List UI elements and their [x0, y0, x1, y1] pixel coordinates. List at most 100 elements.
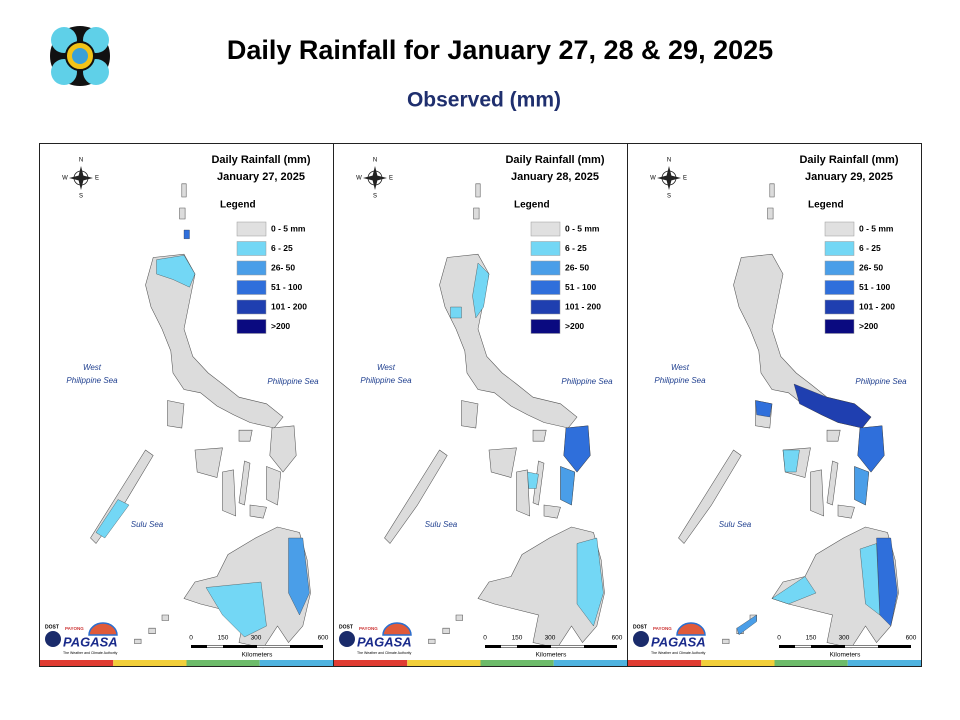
land-area — [488, 447, 517, 478]
rainfall-area — [450, 306, 462, 319]
scale-unit: Kilometers — [830, 652, 861, 659]
land-area — [428, 638, 436, 644]
footer-stripe — [407, 660, 481, 666]
logo-tagline: The Weather and Climate Authority — [63, 651, 118, 655]
legend-label: 0 - 5 mm — [859, 223, 894, 233]
land-area — [532, 460, 545, 506]
land-area — [161, 614, 169, 621]
map — [678, 183, 899, 649]
rainfall-area — [576, 537, 604, 627]
map-panel: N W E S Daily Rainfall (mm) January 29, 2025 L… — [627, 143, 922, 667]
land-area — [238, 460, 251, 506]
land-area — [455, 614, 463, 621]
sea-label: Sulu Sea — [425, 520, 458, 529]
footer-stripe — [186, 660, 260, 666]
footer-stripe — [701, 660, 775, 666]
scale-bar-segment — [845, 645, 878, 648]
land-area — [678, 449, 742, 544]
sea-label: Philippine Sea — [561, 377, 613, 386]
logo-payong: PAYONG — [653, 626, 672, 631]
legend-swatch — [236, 221, 267, 237]
compass-rose — [657, 166, 681, 190]
legend-swatch — [530, 319, 561, 334]
map — [90, 183, 311, 649]
rainfall-area — [288, 537, 310, 616]
logo-umbrella — [88, 622, 118, 636]
logo-umbrella — [382, 622, 412, 636]
scale-label: 600 — [612, 635, 623, 642]
rainfall-area — [560, 466, 575, 506]
legend-label: 6 - 25 — [271, 243, 293, 253]
logo-mark — [45, 631, 61, 647]
compass-rose — [363, 166, 387, 190]
land-area — [249, 504, 267, 519]
logo-payong: PAYONG — [65, 626, 84, 631]
legend-swatch — [236, 280, 267, 295]
map-heading: Daily Rainfall (mm) — [211, 154, 310, 166]
rainfall-area — [771, 576, 817, 605]
scale-label: 150 — [218, 635, 229, 642]
rainfall-area — [782, 449, 800, 473]
rainfall-area — [472, 262, 490, 319]
legend-swatch — [530, 221, 561, 237]
compass-label: N — [667, 158, 671, 164]
sea-label: West — [83, 363, 102, 372]
legend-swatch — [824, 241, 855, 256]
slide-subtitle: Observed (mm) — [407, 89, 561, 112]
scale-bar-segment — [795, 645, 811, 648]
land-area — [532, 429, 547, 442]
legend-swatch — [530, 260, 561, 276]
legend-label: 101 - 200 — [565, 301, 601, 311]
land-area — [477, 526, 605, 649]
legend-swatch — [824, 221, 855, 237]
compass: N W E S — [356, 158, 393, 200]
legend-label: 51 - 100 — [565, 282, 596, 292]
compass-label: S — [373, 194, 377, 200]
scale-label: 300 — [839, 635, 850, 642]
sea-label: Philippine Sea — [267, 377, 319, 386]
legend-label: 26- 50 — [565, 262, 589, 272]
logo-tagline: The Weather and Climate Authority — [357, 651, 412, 655]
footer-stripe — [40, 660, 114, 666]
footer-stripe — [259, 660, 333, 666]
scale-label: 600 — [318, 635, 329, 642]
rainfall-area — [854, 466, 869, 506]
legend-swatch — [236, 241, 267, 256]
logo-dost: DOST — [339, 624, 353, 630]
land-area — [767, 207, 774, 220]
map-panel: N W E S Daily Rainfall (mm) January 27, 2025 L… — [39, 143, 334, 667]
sea-label: West — [377, 363, 396, 372]
rainfall-area — [857, 425, 885, 473]
compass-label: W — [356, 176, 362, 182]
legend-label: 26- 50 — [859, 262, 883, 272]
rainfall-area — [156, 255, 196, 288]
slide-title: Daily Rainfall for January 27, 28 & 29, … — [227, 35, 773, 65]
rainfall-area — [563, 425, 591, 473]
scale-label: 150 — [806, 635, 817, 642]
sea-label: Philippine Sea — [654, 376, 706, 385]
land-area — [194, 447, 223, 478]
sea-label: Philippine Sea — [855, 377, 907, 386]
compass-label: E — [95, 176, 99, 182]
legend-swatch — [530, 280, 561, 295]
land-area — [148, 627, 156, 634]
sea-label: Sulu Sea — [131, 520, 164, 529]
pagasa-logo: DOST PAYONG PAGASA The Weather and Climate … — [339, 622, 412, 655]
footer-stripe — [628, 660, 702, 666]
legend-swatch — [824, 299, 855, 315]
logo-tagline: The Weather and Climate Authority — [651, 651, 706, 655]
scale-bar-segment — [207, 645, 223, 648]
legend-swatch — [236, 260, 267, 276]
compass-ring — [367, 170, 383, 186]
scale-label: 0 — [189, 635, 193, 642]
map-heading: Daily Rainfall (mm) — [505, 154, 604, 166]
logo-umbrella — [676, 622, 706, 636]
land-area — [837, 504, 855, 519]
compass-label: W — [62, 176, 68, 182]
compass-label: E — [389, 176, 393, 182]
footer-stripe — [334, 660, 408, 666]
land-area — [769, 183, 775, 198]
footer-stripe — [553, 660, 627, 666]
